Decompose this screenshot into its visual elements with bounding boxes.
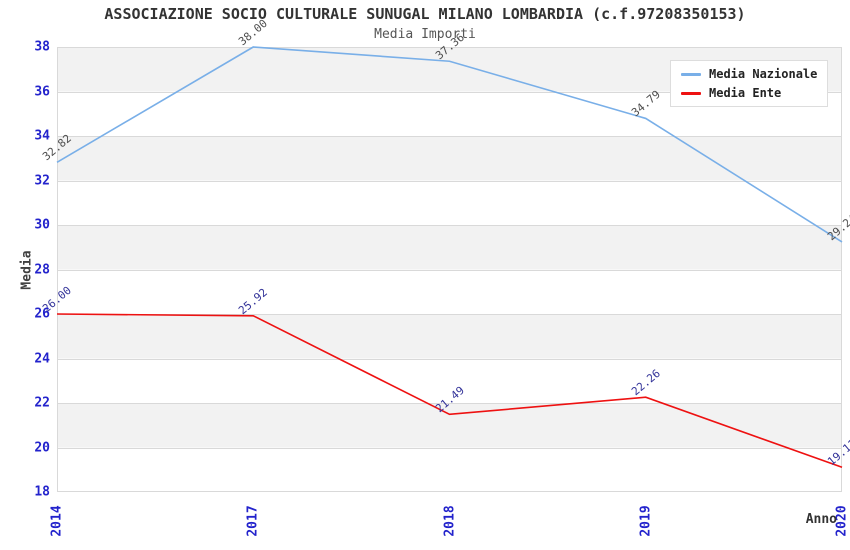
gridline: [58, 447, 841, 449]
legend-swatch: [681, 91, 701, 95]
chart-subtitle: Media Importi: [374, 27, 476, 42]
legend-item-media-nazionale[interactable]: Media Nazionale: [681, 67, 817, 81]
gridline: [58, 491, 841, 492]
y-axis-title: Media: [19, 250, 35, 290]
legend: Media Nazionale Media Ente: [670, 60, 829, 107]
x-tick-label: 2017: [245, 505, 261, 537]
gridline: [58, 136, 841, 137]
gridline: [58, 358, 841, 360]
y-tick-label: 36: [34, 84, 50, 99]
x-tick-label: 2019: [638, 505, 654, 537]
y-tick-label: 18: [34, 484, 50, 500]
chart-title: ASSOCIAZIONE SOCIO CULTURALE SUNUGAL MIL…: [104, 5, 746, 23]
legend-label: Media Nazionale: [709, 67, 818, 81]
y-tick-label: 22: [34, 395, 50, 411]
y-tick-label: 30: [34, 217, 50, 233]
legend-swatch: [681, 72, 701, 76]
gridline: [58, 269, 841, 271]
y-tick-label: 32: [34, 173, 50, 188]
y-tick-label: 26: [34, 306, 50, 322]
y-tick-label: 34: [34, 128, 50, 144]
y-tick-label: 24: [34, 351, 50, 366]
x-axis-title: Anno: [805, 512, 837, 527]
gridline: [58, 225, 841, 226]
y-tick-label: 28: [34, 262, 50, 277]
plot-area: [57, 47, 842, 492]
x-tick-label: 2014: [49, 505, 65, 537]
gridline: [58, 314, 841, 315]
y-tick-label: 38: [34, 39, 50, 55]
x-tick-label: 2018: [442, 505, 457, 537]
y-tick-label: 20: [34, 440, 50, 455]
legend-label: Media Ente: [709, 86, 782, 100]
legend-item-media-ente[interactable]: Media Ente: [681, 86, 817, 100]
gridline: [58, 180, 841, 182]
